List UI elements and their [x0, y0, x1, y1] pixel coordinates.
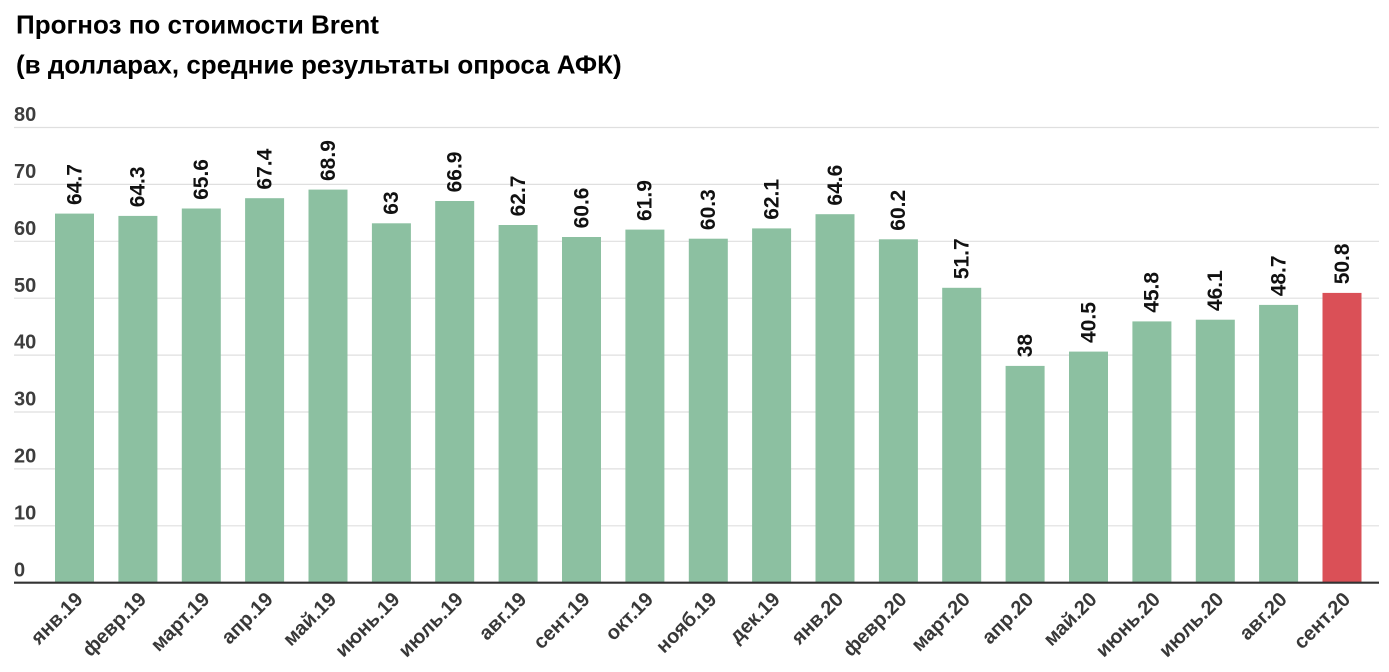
svg-text:67.4: 67.4: [253, 148, 276, 189]
svg-text:60: 60: [14, 218, 36, 240]
svg-text:(в долларах, средние результат: (в долларах, средние результаты опроса А…: [16, 50, 622, 80]
svg-text:62.1: 62.1: [760, 179, 783, 220]
svg-text:65.6: 65.6: [190, 159, 213, 200]
svg-text:60.6: 60.6: [570, 188, 593, 229]
svg-text:40: 40: [14, 332, 36, 354]
svg-text:30: 30: [14, 389, 36, 411]
svg-text:64.7: 64.7: [63, 164, 86, 205]
svg-text:60.3: 60.3: [697, 189, 720, 230]
svg-text:62.7: 62.7: [507, 176, 530, 217]
svg-text:10: 10: [14, 502, 36, 524]
svg-text:20: 20: [14, 446, 36, 468]
svg-text:38: 38: [1014, 334, 1037, 358]
svg-text:63: 63: [380, 191, 403, 214]
svg-text:48.7: 48.7: [1267, 255, 1290, 296]
svg-text:60.2: 60.2: [887, 190, 910, 231]
svg-text:0: 0: [14, 559, 25, 581]
svg-text:51.7: 51.7: [951, 238, 974, 279]
svg-text:70: 70: [14, 161, 36, 183]
svg-text:61.9: 61.9: [634, 180, 657, 221]
svg-text:68.9: 68.9: [317, 140, 340, 181]
svg-text:46.1: 46.1: [1204, 270, 1227, 311]
svg-text:50: 50: [14, 275, 36, 297]
svg-text:80: 80: [14, 104, 36, 126]
svg-text:45.8: 45.8: [1141, 272, 1164, 313]
svg-text:64.6: 64.6: [824, 165, 847, 206]
svg-text:64.3: 64.3: [127, 166, 150, 207]
svg-text:40.5: 40.5: [1077, 302, 1100, 343]
svg-text:Прогноз по стоимости Brent: Прогноз по стоимости Brent: [16, 10, 379, 40]
svg-text:50.8: 50.8: [1331, 243, 1354, 284]
svg-text:66.9: 66.9: [444, 152, 467, 193]
